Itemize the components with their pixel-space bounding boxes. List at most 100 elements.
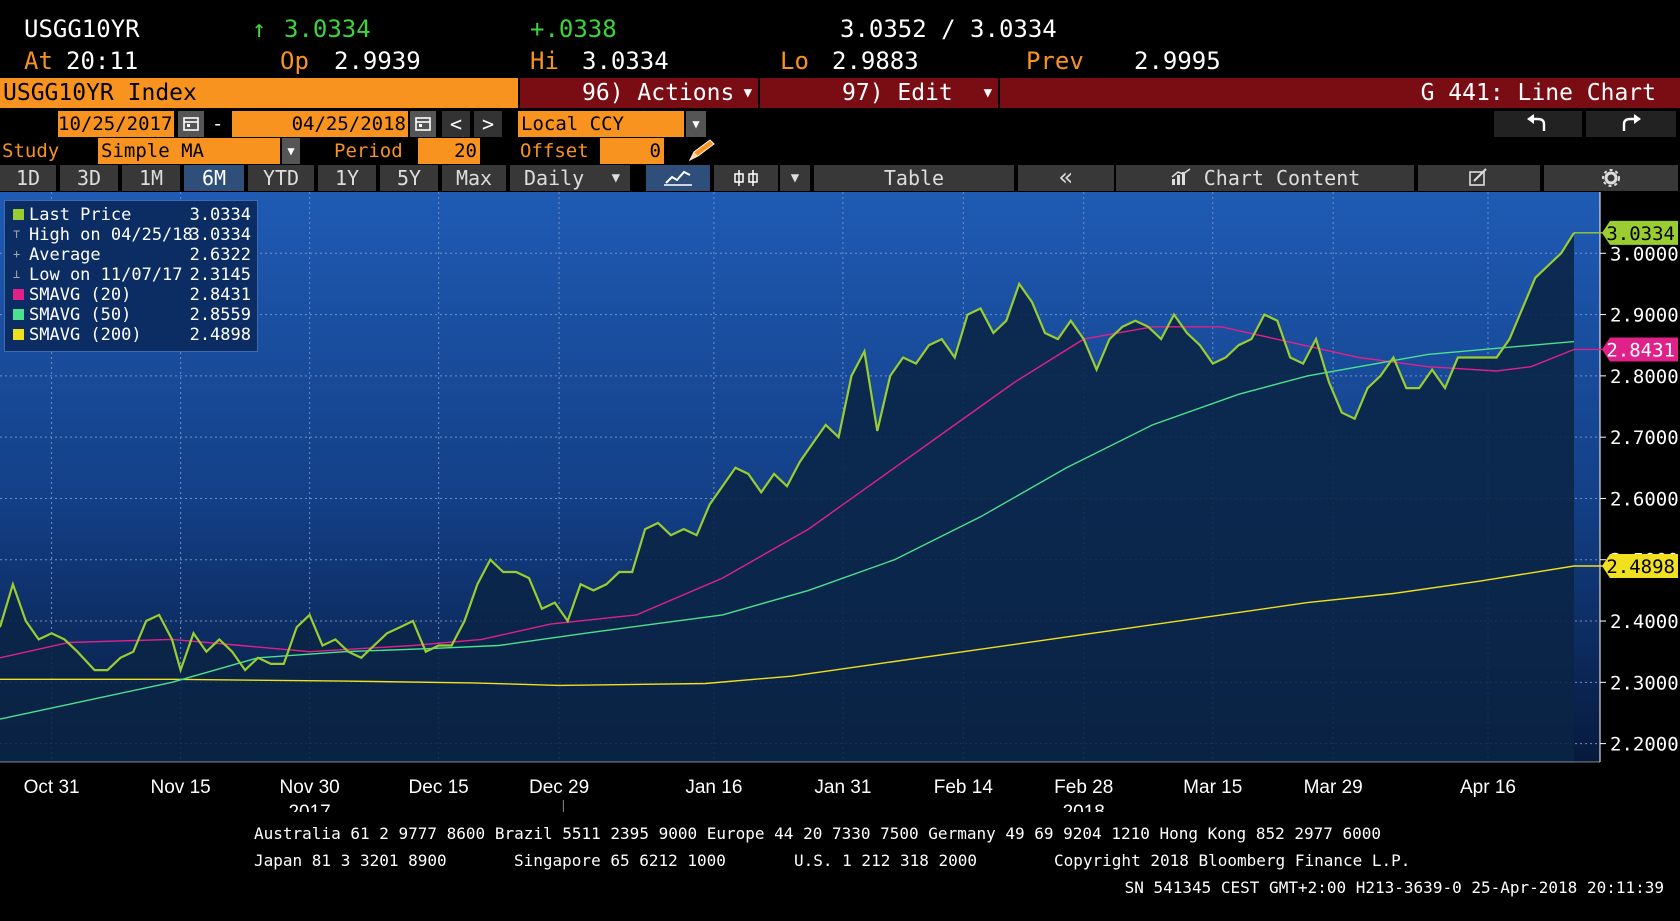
period-label: Period <box>334 140 403 162</box>
previous-period-button[interactable]: < <box>442 111 470 137</box>
collapse-button[interactable]: « <box>1018 165 1114 191</box>
footer-us: U.S. 1 212 318 2000 <box>794 851 978 870</box>
legend-swatch <box>13 309 24 320</box>
function-title: G 441: Line Chart <box>1420 80 1656 106</box>
legend-name: Low on 11/07/17 <box>29 265 183 285</box>
legend-value: 3.0334 <box>189 205 251 225</box>
redo-button[interactable] <box>1586 111 1676 137</box>
up-arrow-icon: ↑ <box>252 15 267 43</box>
x-tick-label: Apr 16 <box>1460 777 1516 798</box>
value-tag <box>1602 220 1678 245</box>
range-3d-button[interactable]: 3D <box>60 165 118 191</box>
legend-name: SMAVG (200) <box>29 325 142 345</box>
legend-swatch <box>13 289 24 300</box>
y-tick-label: 3.0000 <box>1610 243 1679 265</box>
high-label: Hi <box>530 47 559 75</box>
legend-value: 2.8559 <box>189 305 251 325</box>
next-period-button[interactable]: > <box>474 111 502 137</box>
footer-contacts-1: Australia 61 2 9777 8600 Brazil 5511 239… <box>254 824 1382 843</box>
legend-swatch <box>13 329 24 340</box>
high-marker-icon: ⊤ <box>13 227 21 241</box>
y-tick-label: 2.3000 <box>1610 672 1679 694</box>
y-tick-label: 2.2000 <box>1610 734 1679 756</box>
legend-row-high: ⊤ High on 04/25/18 3.0334 <box>5 225 257 245</box>
range-1y-button[interactable]: 1Y <box>318 165 376 191</box>
offset-input[interactable]: 0 <box>600 138 664 164</box>
value-tag-label: 2.4898 <box>1606 556 1675 578</box>
y-tick-label: 2.9000 <box>1610 305 1679 327</box>
range-max-button[interactable]: Max <box>442 165 506 191</box>
annotate-icon[interactable] <box>1418 165 1540 191</box>
bid-ask: 3.0352 / 3.0334 <box>840 15 1057 43</box>
y-tick-label: 2.8000 <box>1610 366 1679 388</box>
actions-menu[interactable]: 96) Actions ▼ <box>520 78 758 108</box>
security-title[interactable]: USGG10YR Index <box>0 78 518 108</box>
chevron-down-icon[interactable]: ▼ <box>780 165 810 191</box>
x-tick-label: Feb 14 <box>934 777 994 798</box>
net-change: +.0338 <box>530 15 617 43</box>
calendar-icon[interactable] <box>178 111 204 137</box>
footer-singapore: Singapore 65 6212 1000 <box>514 851 726 870</box>
chart-content-button[interactable]: Chart Content <box>1116 165 1414 191</box>
legend-name: SMAVG (20) <box>29 285 132 305</box>
high-value: 3.0334 <box>582 47 669 75</box>
period-input[interactable]: 20 <box>418 138 480 164</box>
x-tick-label: Mar 15 <box>1183 777 1242 798</box>
calendar-icon[interactable] <box>410 111 436 137</box>
x-tick-label: Dec 15 <box>409 777 469 798</box>
chevron-down-icon[interactable]: ▼ <box>282 138 300 164</box>
chevron-down-icon[interactable]: ▼ <box>686 111 706 137</box>
open-label: Op <box>280 47 309 75</box>
footer-japan: Japan 81 3 3201 8900 <box>254 851 447 870</box>
x-tick-label: Mar 29 <box>1304 777 1363 798</box>
low-value: 2.9883 <box>832 47 919 75</box>
actions-label: 96) Actions <box>582 80 735 106</box>
range-5y-button[interactable]: 5Y <box>380 165 438 191</box>
legend-name: Average <box>29 245 101 265</box>
legend-row-low: ⊥ Low on 11/07/17 2.3145 <box>5 265 257 285</box>
legend-row-average: + Average 2.6322 <box>5 245 257 265</box>
x-tick-label: Jan 16 <box>685 777 742 798</box>
at-label: At <box>24 47 53 75</box>
table-button[interactable]: Table <box>814 165 1014 191</box>
start-date-input[interactable]: 10/25/2017 <box>58 111 174 137</box>
legend-name: High on 04/25/18 <box>29 225 193 245</box>
legend-row-smavg-200: SMAVG (200) 2.4898 <box>5 325 257 345</box>
x-tick-label: Nov 30 <box>280 777 340 798</box>
price-chart[interactable]: 2.20002.30002.40002.50002.60002.70002.80… <box>0 192 1680 812</box>
end-date-input[interactable]: 04/25/2018 <box>232 111 408 137</box>
line-chart-icon[interactable] <box>646 165 710 191</box>
legend-row-smavg-20: SMAVG (20) 2.8431 <box>5 285 257 305</box>
value-tag <box>1602 337 1678 362</box>
prev-value: 2.9995 <box>1134 47 1221 75</box>
x-tick-label: Nov 15 <box>151 777 211 798</box>
legend-name: Last Price <box>29 205 132 225</box>
edit-menu[interactable]: 97) Edit ▼ <box>760 78 998 108</box>
pencil-icon[interactable] <box>684 136 718 164</box>
legend-value: 2.6322 <box>189 245 251 265</box>
range-6m-button[interactable]: 6M <box>184 165 244 191</box>
chart-legend: Last Price 3.0334 ⊤ High on 04/25/18 3.0… <box>4 200 258 352</box>
edit-label: 97) Edit <box>842 80 953 106</box>
range-1d-button[interactable]: 1D <box>0 165 56 191</box>
candlestick-icon[interactable] <box>714 165 778 191</box>
low-marker-icon: ⊥ <box>13 267 21 281</box>
last-price: 3.0334 <box>284 15 371 43</box>
range-1m-button[interactable]: 1M <box>122 165 180 191</box>
y-tick-label: 2.7000 <box>1610 427 1679 449</box>
legend-row-smavg-50: SMAVG (50) 2.8559 <box>5 305 257 325</box>
quote-time: 20:11 <box>66 47 139 75</box>
footer-session: SN 541345 CEST GMT+2:00 H213-3639-0 25-A… <box>1124 878 1664 897</box>
frequency-value: Daily <box>524 166 585 190</box>
y-tick-label: 2.4000 <box>1610 611 1679 633</box>
value-tag-label: 2.8431 <box>1606 339 1675 361</box>
range-ytd-button[interactable]: YTD <box>248 165 314 191</box>
currency-select[interactable]: Local CCY <box>518 111 684 137</box>
undo-button[interactable] <box>1494 111 1582 137</box>
low-label: Lo <box>780 47 809 75</box>
study-select[interactable]: Simple MA <box>98 138 280 164</box>
x-tick-label: Feb 28 <box>1054 777 1113 798</box>
frequency-select[interactable]: Daily ▼ <box>510 165 630 191</box>
gear-icon[interactable] <box>1544 165 1678 191</box>
currency-value: Local CCY <box>521 113 624 135</box>
